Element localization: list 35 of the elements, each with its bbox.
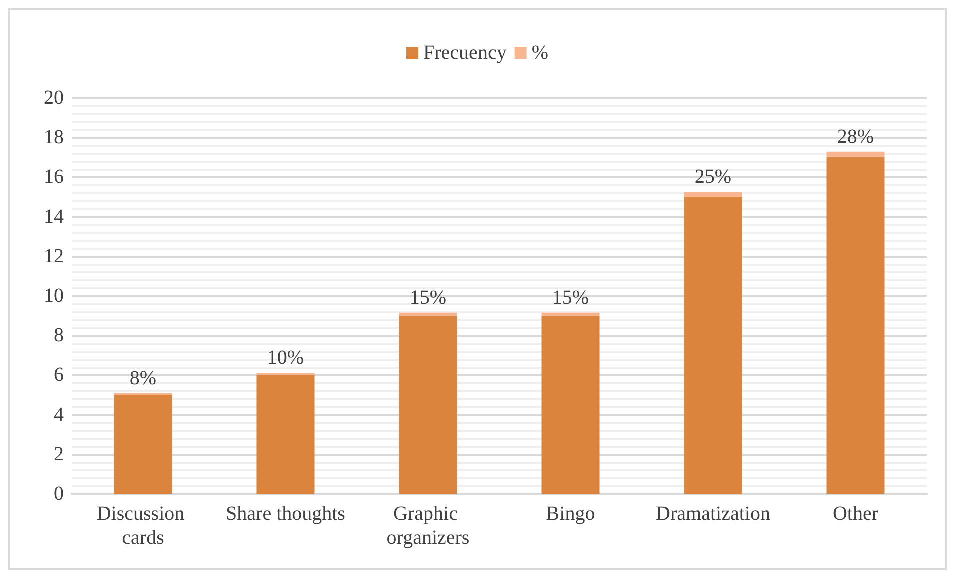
y-tick-label: 12	[44, 245, 64, 268]
data-label: 28%	[837, 126, 874, 148]
bar	[399, 316, 458, 494]
bar	[684, 192, 742, 197]
data-label: 15%	[410, 286, 447, 309]
y-tick-label: 18	[44, 126, 64, 149]
y-tick-label: 20	[44, 87, 64, 109]
bar	[114, 395, 172, 494]
bar	[684, 197, 742, 494]
bar	[256, 375, 315, 494]
x-tick-label: Other	[832, 503, 879, 525]
x-tick-label: Share thoughts	[226, 503, 346, 525]
legend-label: %	[532, 42, 548, 64]
y-tick-label: 10	[44, 285, 64, 307]
y-tick-label: 2	[54, 443, 64, 466]
x-tick-label: Dramatization	[656, 503, 770, 525]
x-tick-label: Graphic organizers	[386, 503, 470, 549]
y-tick-label: 8	[54, 324, 64, 347]
bar	[826, 157, 885, 494]
bar	[542, 316, 600, 494]
data-label: 8%	[130, 367, 157, 390]
data-label: 15%	[552, 286, 590, 309]
bar	[826, 152, 885, 158]
y-tick-label: 0	[54, 483, 64, 505]
x-tick-label: Bingo	[546, 503, 596, 525]
y-tick-label: 14	[44, 206, 64, 228]
bar	[399, 312, 458, 316]
y-tick-label: 16	[44, 166, 64, 188]
legend-label: Frecuency	[424, 42, 507, 64]
data-label: 10%	[267, 347, 304, 370]
data-label: 25%	[694, 166, 732, 188]
x-tick-label: Discussion cards	[96, 503, 190, 549]
y-tick-label: 4	[54, 404, 64, 426]
bar	[542, 312, 600, 316]
y-tick-label: 6	[54, 364, 64, 386]
